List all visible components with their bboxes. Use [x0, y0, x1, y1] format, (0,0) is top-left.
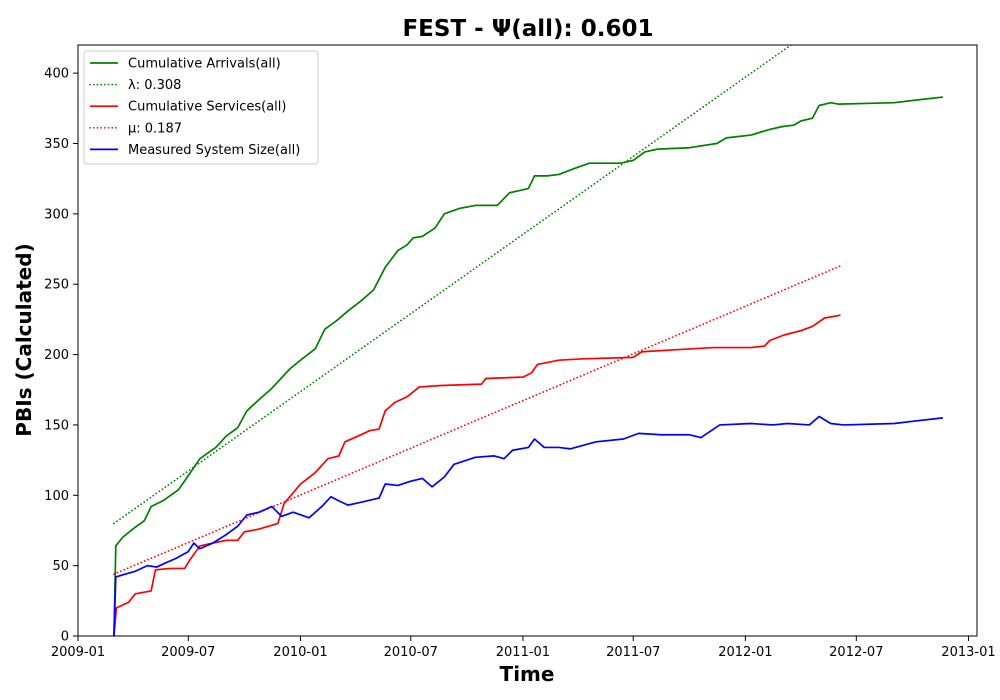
legend-label-4: Measured System Size(all): [128, 143, 300, 158]
x-tick-label-5: 2011-07: [606, 645, 660, 660]
x-axis-title: Time: [500, 662, 555, 686]
x-tick-label-8: 2013-01: [941, 645, 995, 660]
series-line-2: [113, 314, 841, 636]
y-tick-label-4: 200: [44, 348, 69, 363]
y-tick-label-0: 0: [61, 630, 69, 645]
x-tick-label-0: 2009-01: [51, 645, 105, 660]
y-axis-title: PBIs (Calculated): [12, 243, 36, 436]
y-axis: 0 50 100 150 200 250 300 350 400: [44, 67, 78, 645]
y-tick-label-5: 250: [44, 278, 69, 293]
y-tick-label-6: 300: [44, 207, 69, 222]
y-tick-label-3: 150: [44, 418, 69, 433]
x-tick-label-7: 2012-07: [829, 645, 883, 660]
series-line-1: [113, 45, 793, 525]
legend: Cumulative Arrivals(all) λ: 0.308 Cumulati…: [83, 50, 319, 165]
x-tick-label-3: 2010-07: [384, 645, 438, 660]
legend-label-0: Cumulative Arrivals(all): [128, 57, 281, 72]
x-tick-label-4: 2011-01: [496, 645, 550, 660]
legend-box: [83, 50, 319, 165]
y-tick-label-2: 100: [44, 489, 69, 504]
x-tick-label-1: 2009-07: [161, 645, 215, 660]
series-line-4: [113, 415, 943, 636]
plot-frame: [77, 44, 978, 637]
legend-label-3: μ: 0.187: [128, 121, 182, 136]
x-axis: 2009-01 2009-07 2010-01 2010-07 2011-01 2011-…: [51, 636, 996, 660]
series-line-0: [113, 96, 943, 636]
legend-label-2: Cumulative Services(all): [128, 100, 286, 115]
chart-title: FEST - Ψ(all): 0.601: [402, 16, 653, 42]
series-layer: [113, 45, 943, 636]
y-tick-label-7: 350: [44, 137, 69, 152]
legend-label-1: λ: 0.308: [128, 78, 181, 93]
x-tick-label-6: 2012-01: [718, 645, 772, 660]
y-tick-label-8: 400: [44, 67, 69, 82]
y-tick-label-1: 50: [52, 559, 69, 574]
x-tick-label-2: 2010-01: [273, 645, 327, 660]
